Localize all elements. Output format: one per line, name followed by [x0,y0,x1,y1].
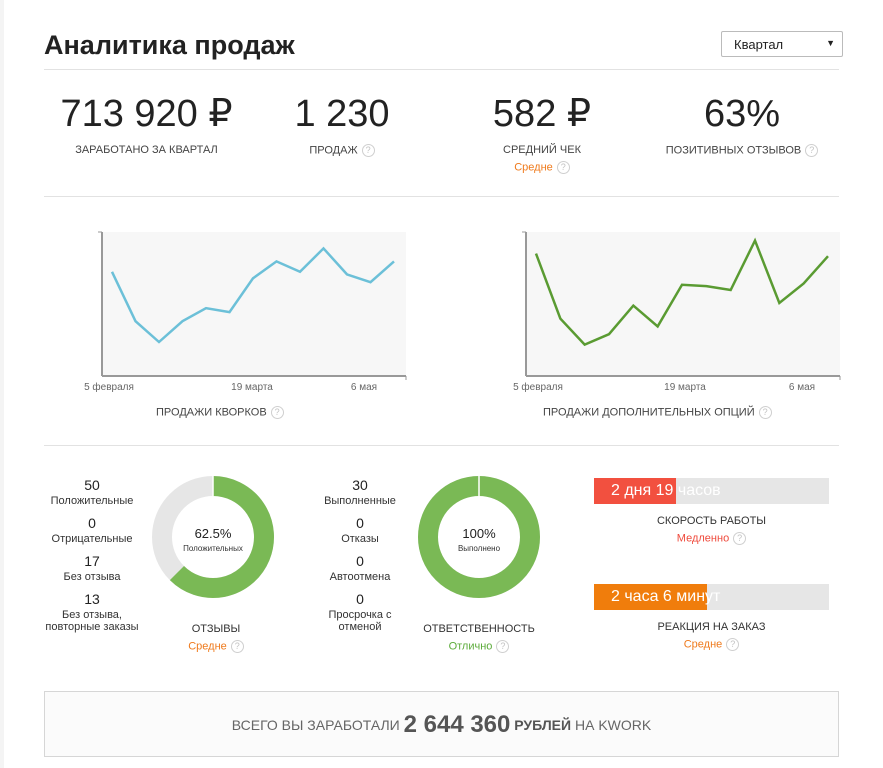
chart-plot-area [102,232,406,376]
total-suffix: НА KWORK [574,717,652,733]
speed-bar-fill [594,478,677,504]
orders-done: 30 Выполненные [324,477,396,507]
chart-x-tick-label: 5 февраля [84,381,134,393]
kworks-sales-chart: 5 февраля 19 марта 6 мая [84,231,407,393]
responsibility-donut-label: Выполнено [458,544,501,553]
stat-avg-check: 582 ₽ СРЕДНИЙ ЧЕК Средне? [462,94,622,174]
help-icon[interactable]: ? [361,144,375,157]
reviews-negative: 0 Отрицательные [51,515,133,545]
stat-positive-reviews-label: ПОЗИТИВНЫХ ОТЗЫВОВ [665,144,802,157]
orders-refused: 0 Отказы [341,515,379,545]
kworks-sales-chart-title: ПРОДАЖИ КВОРКОВ? [156,406,284,419]
reaction-rating: Средне [683,638,723,651]
help-icon[interactable]: ? [733,532,747,545]
total-prefix: ВСЕГО ВЫ ЗАРАБОТАЛИ [231,717,400,733]
stat-earned-value: 713 920 ₽ [60,93,233,135]
chart-x-tick-label: 6 мая [789,382,815,393]
chart-x-tick-label: 19 марта [664,382,706,393]
options-sales-chart: 5 февраля 19 марта 6 мая [513,231,841,393]
stat-sales-label: ПРОДАЖ [309,144,358,157]
speed-value: 2 дня 19 часов [611,482,721,499]
responsibility-rating: Отлично [448,640,493,653]
chart-x-tick-label: 19 марта [231,382,273,393]
donut-segment [169,476,274,598]
period-select[interactable]: Квартал ▼ [721,31,843,57]
help-icon[interactable]: ? [496,640,510,653]
help-icon[interactable]: ? [270,406,284,419]
reviews-none: 17 Без отзыва [63,553,121,583]
reviews-rating: Средне [188,640,227,653]
stat-avg-check-value: 582 ₽ [492,93,592,135]
speed-label: СКОРОСТЬ РАБОТЫ [656,515,767,527]
analytics-card: Аналитика продаж Квартал ▼ 713 920 ₽ ЗАР… [4,0,883,768]
reaction-bar-fill [594,584,707,610]
responsibility-donut-value: 100% [462,526,496,541]
reviews-none-repeat: 13 Без отзыва, повторные заказы [45,591,139,633]
responsibility-title-block: ОТВЕТСТВЕННОСТЬ Отлично? [414,623,544,653]
chart-plot-area [526,232,840,376]
options-sales-chart-title: ПРОДАЖИ ДОПОЛНИТЕЛЬНЫХ ОПЦИЙ? [543,406,772,419]
total-amount: 2 644 360 [403,711,511,738]
chart-series-line [534,237,829,347]
period-select-value: Квартал [734,37,784,52]
chevron-down-icon: ▼ [826,38,835,48]
stat-avg-check-label: СРЕДНИЙ ЧЕК [503,144,581,156]
help-icon[interactable]: ? [805,144,819,157]
chart-series-line [110,246,395,344]
chart-x-tick-label: 6 мая [351,382,377,393]
reaction-bar: 2 часа 6 минут [594,584,829,610]
speed-rating: Медленно [676,532,730,545]
stat-avg-check-rating: Средне [514,161,553,174]
reaction-label: РЕАКЦИЯ НА ЗАКАЗ [657,621,766,633]
reviews-donut-value: 62.5% [195,526,232,541]
help-icon[interactable]: ? [556,161,570,174]
orders-autocancel: 0 Автоотмена [329,553,391,583]
orders-overdue: 0 Просрочка с отменой [328,591,392,633]
total-earned-banner: ВСЕГО ВЫ ЗАРАБОТАЛИ 2 644 360 РУБЛЕЙ НА … [44,691,839,757]
help-icon[interactable]: ? [758,406,772,419]
divider [44,445,839,446]
responsibility-title: ОТВЕТСТВЕННОСТЬ [423,623,535,635]
stat-sales: 1 230 ПРОДАЖ? [262,94,422,157]
reviews-positive: 50 Положительные [50,477,134,507]
chart-x-tick-label: 5 февраля [513,381,563,393]
reviews-title-block: ОТЗЫВЫ Средне? [164,623,268,653]
reaction-value: 2 часа 6 минут [611,588,721,605]
help-icon[interactable]: ? [230,640,244,653]
stat-earned: 713 920 ₽ ЗАРАБОТАНО ЗА КВАРТАЛ [49,94,244,156]
speed-label-block: СКОРОСТЬ РАБОТЫ Медленно? [594,515,829,545]
help-icon[interactable]: ? [726,638,740,651]
total-unit: РУБЛЕЙ [514,717,572,733]
reaction-label-block: РЕАКЦИЯ НА ЗАКАЗ Средне? [594,621,829,651]
divider [44,196,839,197]
stat-sales-value: 1 230 [294,93,390,135]
divider [44,69,839,70]
page-title: Аналитика продаж [44,30,295,60]
responsibility-donut: 100% Выполнено [418,476,540,598]
stat-positive-reviews: 63% ПОЗИТИВНЫХ ОТЗЫВОВ? [652,94,832,157]
speed-bar: 2 дня 19 часов [594,478,829,504]
reviews-title: ОТЗЫВЫ [191,623,241,635]
stat-positive-reviews-value: 63% [703,93,781,135]
reviews-donut-label: Положительных [183,544,243,553]
reviews-donut: 62.5% Положительных [152,476,274,598]
stat-earned-label: ЗАРАБОТАНО ЗА КВАРТАЛ [75,144,218,156]
